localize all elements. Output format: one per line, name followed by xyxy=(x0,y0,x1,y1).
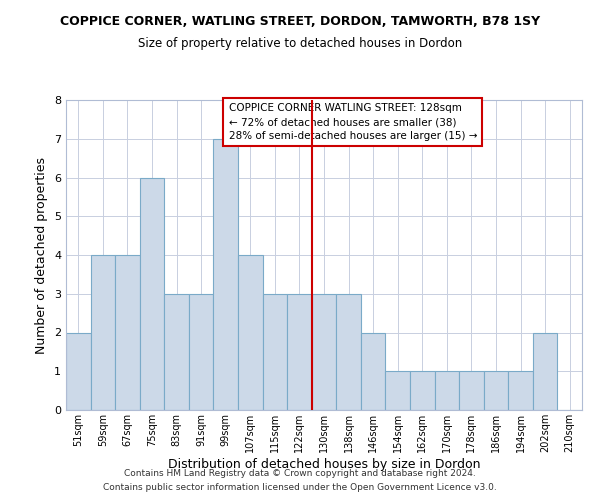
X-axis label: Distribution of detached houses by size in Dordon: Distribution of detached houses by size … xyxy=(168,458,480,470)
Text: Size of property relative to detached houses in Dordon: Size of property relative to detached ho… xyxy=(138,38,462,51)
Bar xyxy=(214,138,238,410)
Bar xyxy=(533,332,557,410)
Bar xyxy=(238,255,263,410)
Bar xyxy=(312,294,336,410)
Bar xyxy=(263,294,287,410)
Bar xyxy=(385,371,410,410)
Bar xyxy=(459,371,484,410)
Bar xyxy=(66,332,91,410)
Bar xyxy=(91,255,115,410)
Bar xyxy=(434,371,459,410)
Bar xyxy=(484,371,508,410)
Bar xyxy=(164,294,189,410)
Text: COPPICE CORNER WATLING STREET: 128sqm
← 72% of detached houses are smaller (38)
: COPPICE CORNER WATLING STREET: 128sqm ← … xyxy=(229,103,477,141)
Text: COPPICE CORNER, WATLING STREET, DORDON, TAMWORTH, B78 1SY: COPPICE CORNER, WATLING STREET, DORDON, … xyxy=(60,15,540,28)
Bar xyxy=(508,371,533,410)
Bar xyxy=(287,294,312,410)
Bar xyxy=(140,178,164,410)
Bar xyxy=(115,255,140,410)
Text: Contains public sector information licensed under the Open Government Licence v3: Contains public sector information licen… xyxy=(103,484,497,492)
Bar xyxy=(410,371,434,410)
Bar xyxy=(336,294,361,410)
Bar xyxy=(189,294,214,410)
Y-axis label: Number of detached properties: Number of detached properties xyxy=(35,156,49,354)
Text: Contains HM Land Registry data © Crown copyright and database right 2024.: Contains HM Land Registry data © Crown c… xyxy=(124,468,476,477)
Bar xyxy=(361,332,385,410)
